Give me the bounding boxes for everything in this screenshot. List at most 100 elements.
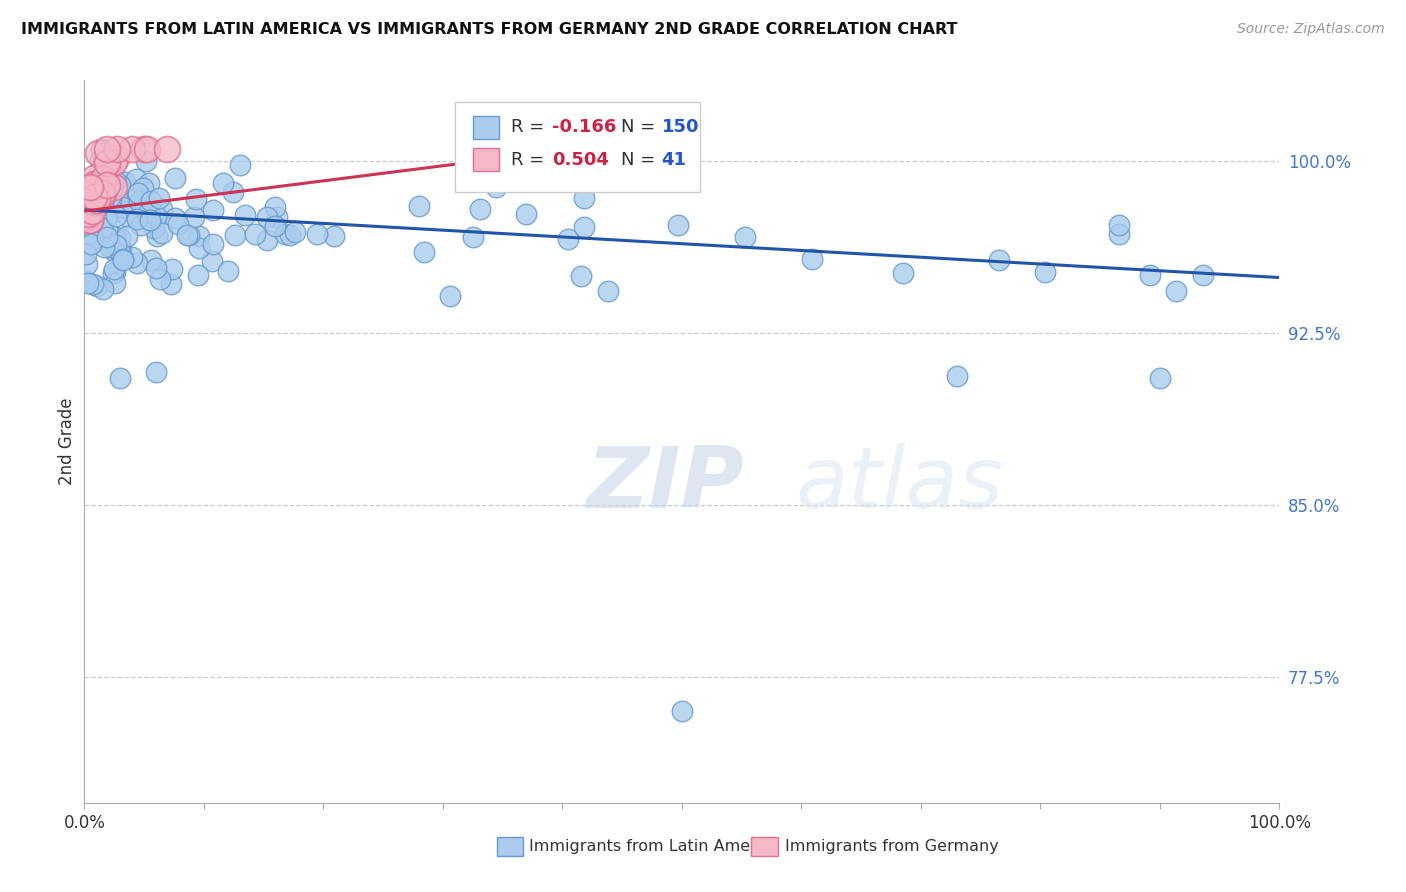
Point	[90, 171, 112, 186]
Point	[266, 210, 288, 224]
Text: Source: ZipAtlas.com: Source: ZipAtlas.com	[1237, 22, 1385, 37]
Point	[217, 264, 239, 278]
Point	[1033, 265, 1056, 279]
Point	[127, 212, 149, 227]
Point	[97, 159, 120, 173]
Point	[105, 151, 128, 165]
Point	[305, 227, 328, 241]
Point	[163, 211, 186, 226]
Point	[82, 277, 104, 291]
Point	[124, 172, 146, 186]
Point	[1149, 371, 1171, 385]
Point	[103, 266, 125, 280]
Point	[243, 227, 266, 241]
Point	[284, 226, 307, 240]
Point	[98, 240, 121, 254]
Point	[572, 219, 595, 234]
Bar	[472, 116, 499, 139]
Point	[93, 240, 115, 254]
Point	[91, 189, 114, 203]
Text: N =: N =	[621, 151, 661, 169]
Point	[100, 192, 122, 206]
Point	[91, 186, 114, 201]
Text: 0.504: 0.504	[551, 151, 609, 169]
Point	[139, 194, 162, 208]
Point	[138, 204, 160, 219]
Point	[103, 230, 125, 244]
Point	[97, 157, 120, 171]
Point	[186, 192, 208, 206]
Point	[135, 153, 157, 168]
Text: 150: 150	[662, 119, 699, 136]
Point	[574, 190, 596, 204]
Point	[100, 236, 122, 251]
Point	[96, 142, 118, 156]
Point	[75, 204, 97, 219]
Point	[121, 250, 143, 264]
Point	[127, 256, 149, 270]
Point	[101, 205, 124, 219]
Point	[1139, 268, 1161, 283]
Point	[273, 227, 295, 242]
Point	[114, 175, 136, 189]
Point	[77, 209, 100, 223]
Point	[177, 228, 200, 243]
Point	[201, 236, 224, 251]
Point	[1108, 218, 1130, 232]
Point	[150, 226, 173, 240]
Point	[96, 156, 118, 170]
Point	[138, 176, 160, 190]
Point	[104, 265, 127, 279]
Point	[91, 187, 114, 202]
Point	[256, 233, 278, 247]
Point	[212, 176, 235, 190]
Point	[80, 203, 103, 218]
Point	[101, 235, 124, 249]
Point	[84, 220, 107, 235]
Point	[104, 276, 127, 290]
Point	[801, 252, 824, 266]
Point	[668, 218, 690, 232]
Point	[82, 232, 104, 246]
Point	[75, 181, 97, 195]
Text: Immigrants from Latin America: Immigrants from Latin America	[529, 838, 780, 854]
Point	[470, 202, 492, 216]
Point	[105, 142, 128, 156]
Point	[104, 173, 127, 187]
Point	[82, 178, 104, 193]
Point	[79, 212, 101, 227]
Point	[90, 142, 112, 156]
Point	[107, 186, 129, 200]
Point	[79, 189, 101, 203]
Point	[222, 185, 245, 199]
Point	[103, 173, 125, 187]
Point	[108, 244, 131, 259]
Point	[439, 289, 461, 303]
Point	[988, 252, 1011, 267]
Point	[77, 207, 100, 221]
Bar	[496, 837, 523, 855]
Point	[322, 228, 344, 243]
Point	[598, 285, 620, 299]
Point	[117, 229, 139, 244]
Point	[165, 171, 187, 186]
Point	[76, 202, 98, 216]
Point	[91, 172, 114, 186]
Point	[148, 191, 170, 205]
Point	[80, 236, 103, 251]
Point	[91, 282, 114, 296]
Point	[201, 254, 224, 268]
Point	[224, 228, 246, 243]
Point	[87, 146, 110, 161]
Point	[128, 194, 150, 209]
Point	[96, 178, 118, 192]
Point	[569, 268, 592, 283]
Point	[79, 213, 101, 227]
Point	[162, 262, 184, 277]
Point	[134, 200, 156, 214]
Point	[84, 229, 107, 244]
Point	[160, 277, 183, 291]
Point	[108, 178, 131, 192]
Point	[84, 194, 107, 209]
Point	[94, 211, 117, 226]
